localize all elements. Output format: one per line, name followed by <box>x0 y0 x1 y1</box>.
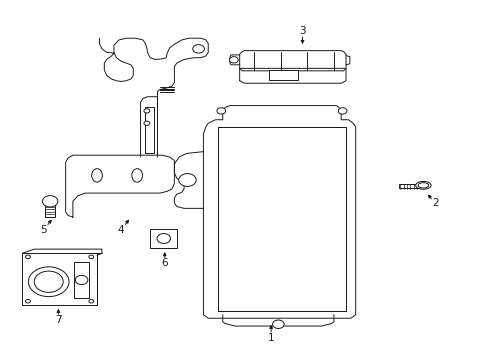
Circle shape <box>143 109 149 113</box>
Bar <box>150 229 177 248</box>
Circle shape <box>25 255 30 259</box>
Bar <box>45 202 55 217</box>
Text: 2: 2 <box>431 198 438 208</box>
Ellipse shape <box>415 181 430 189</box>
Circle shape <box>217 108 225 114</box>
Bar <box>268 70 297 80</box>
Circle shape <box>192 45 204 53</box>
Circle shape <box>42 195 58 207</box>
Circle shape <box>229 57 238 63</box>
Circle shape <box>89 300 94 303</box>
Bar <box>218 127 346 311</box>
Bar <box>74 262 89 298</box>
Bar <box>398 184 422 188</box>
Circle shape <box>89 255 94 259</box>
Text: 7: 7 <box>55 315 61 325</box>
Ellipse shape <box>132 168 142 182</box>
Circle shape <box>25 300 30 303</box>
Text: 6: 6 <box>161 258 168 268</box>
Circle shape <box>179 174 196 186</box>
Circle shape <box>28 267 69 297</box>
Text: 4: 4 <box>118 225 124 235</box>
Circle shape <box>272 320 284 329</box>
Text: 1: 1 <box>267 333 274 343</box>
Circle shape <box>157 234 170 243</box>
Ellipse shape <box>92 168 102 182</box>
Bar <box>22 253 97 305</box>
Text: 5: 5 <box>41 225 47 235</box>
Text: 3: 3 <box>299 26 305 36</box>
Bar <box>145 107 154 153</box>
Circle shape <box>75 275 88 284</box>
Circle shape <box>338 108 346 114</box>
Circle shape <box>34 271 63 292</box>
Circle shape <box>143 121 149 125</box>
Ellipse shape <box>417 183 428 188</box>
